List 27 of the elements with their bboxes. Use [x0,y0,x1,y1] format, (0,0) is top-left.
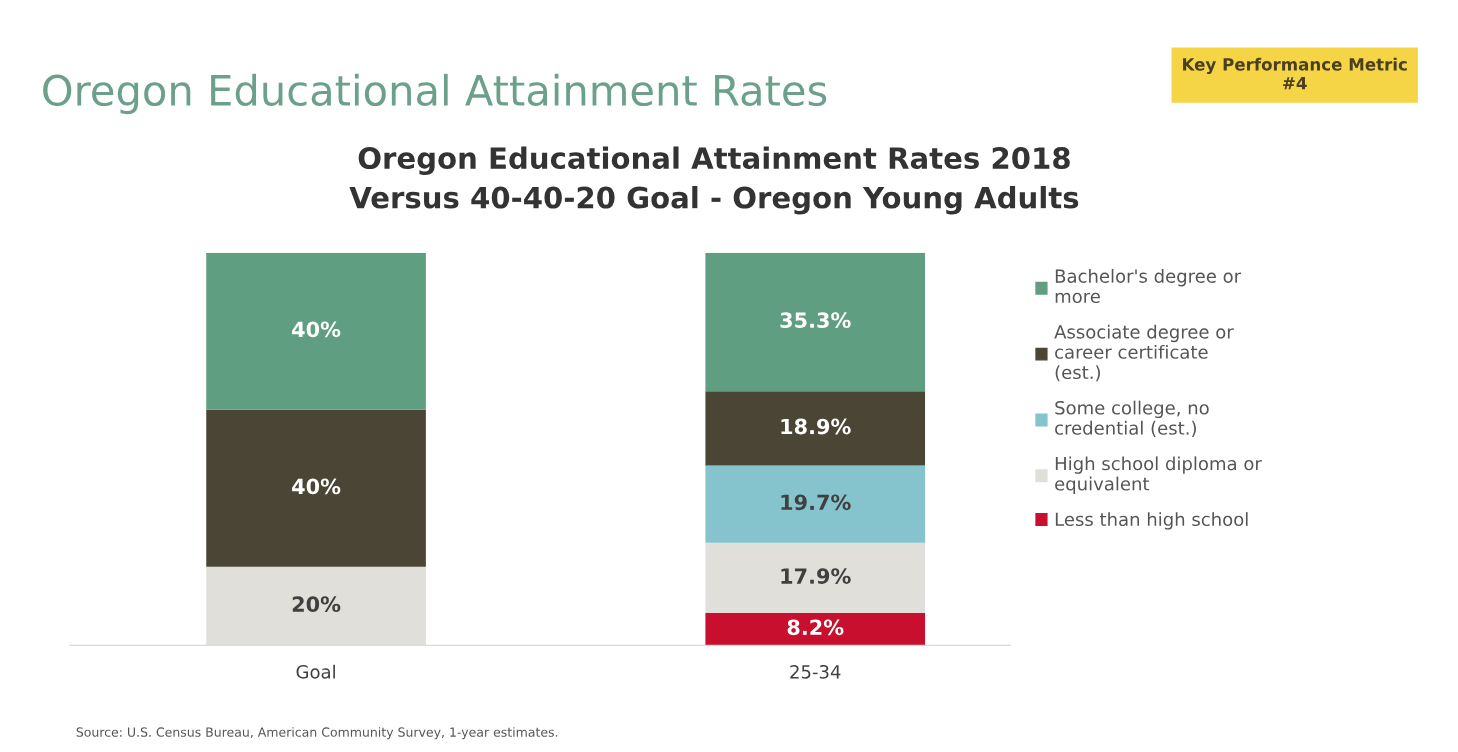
chart-title: Oregon Educational Attainment Rates [43,73,827,115]
source-note: Source: U.S. Census Bureau, American Community Survey, 1-year estimates. [76,727,558,740]
legend-label: Less than high school [1055,512,1248,530]
bar [705,465,926,543]
data-label: 40% [292,478,341,495]
bar [206,252,426,410]
data-label: 8.2% [787,619,844,636]
bar [206,566,426,646]
legend-label: Bachelor's degree or more [1055,268,1242,304]
chart-subtitle: Oregon Educational Attainment Rates 2018 Versus 40-40-20 Goal - Oregon Young Adults [349,146,1079,215]
data-label: 19.7% [781,494,851,511]
x-tick-label: Goal [296,664,335,679]
bar [705,542,926,614]
legend-label: Some college, no credential (est.) [1055,400,1209,437]
x-tick-label: 25-34 [790,664,841,679]
legend-label: Associate degree or career certificate (est.) [1054,324,1234,382]
bar [705,391,926,466]
bar [705,613,926,646]
data-label: 18.9% [781,418,851,435]
text: Key Performance Metric #4 [1183,57,1407,90]
bar [705,252,926,392]
legend-label: High school diploma or equivalent [1055,456,1262,495]
bar [206,409,426,567]
data-label: 17.9% [781,568,851,584]
data-label: 35.3% [780,312,851,328]
data-label: 40% [292,321,341,338]
data-label: 20% [292,596,341,613]
